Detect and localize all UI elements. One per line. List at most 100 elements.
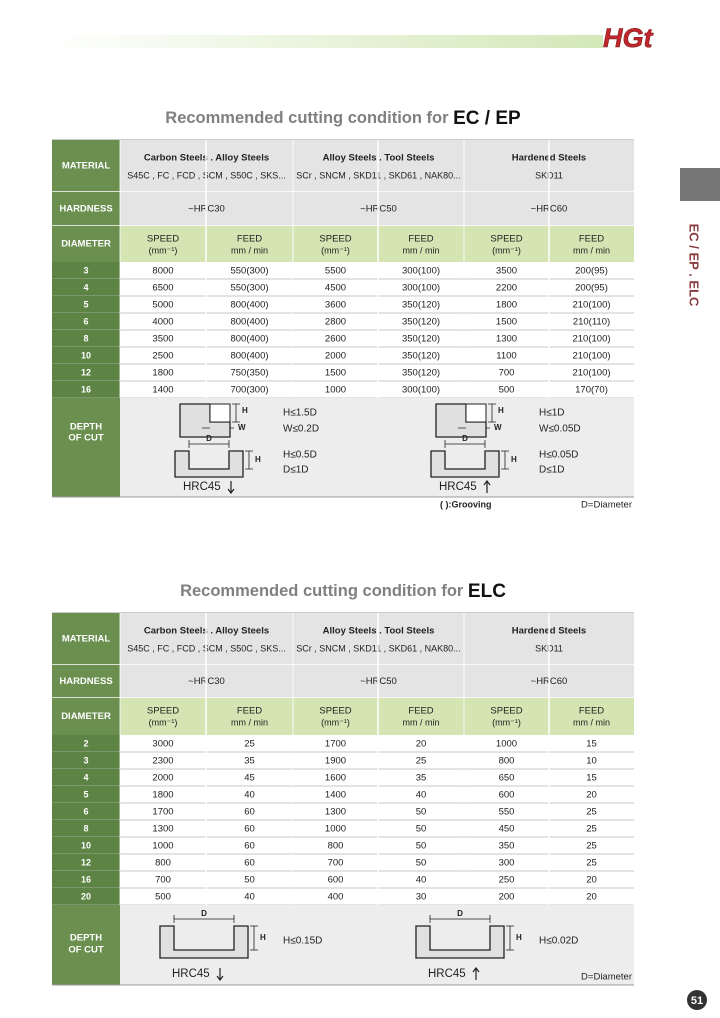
cell-text: H (511, 455, 517, 464)
cell-text: 2200 (496, 283, 517, 294)
cell-text: H (498, 406, 504, 415)
cell-text: 2300 (152, 756, 173, 767)
column-header-cell (120, 698, 206, 735)
cell-text: 20 (586, 875, 597, 886)
cell-text: 16 (81, 384, 91, 394)
cell-text: 20 (81, 891, 91, 901)
cell-text: mm / min (403, 717, 440, 727)
dimension (188, 440, 253, 470)
cell-text: 1800 (496, 300, 517, 311)
side-tab-label: EC / EP . ELC (687, 224, 702, 307)
cell-text: 25 (244, 739, 255, 750)
cell-text: 50 (416, 841, 427, 852)
diameter-cell (52, 769, 120, 786)
cell-text: 25 (416, 756, 427, 767)
label-cell (52, 226, 120, 262)
cell-text: W≤0.05D (539, 424, 581, 435)
cell-text: 1000 (325, 385, 346, 396)
cell-text: 50 (244, 875, 255, 886)
title-prefix: Recommended cutting condition for (180, 582, 464, 600)
cell-text: 2500 (152, 351, 173, 362)
cell-text: 800(400) (230, 317, 268, 328)
cell-text: 350(120) (402, 317, 440, 328)
diameter-cell (52, 820, 120, 837)
section-title: Recommended cutting condition for EC / E… (165, 108, 521, 129)
cell-text: 1300 (152, 824, 173, 835)
cell-text: 8 (83, 333, 88, 343)
cell-text: D≤1D (539, 465, 565, 476)
cell-text: mm / min (573, 245, 610, 255)
cell-text: 3500 (152, 334, 173, 345)
cell-text: 20 (586, 892, 597, 903)
cell-text: 8000 (152, 266, 173, 277)
label-cell (52, 698, 120, 735)
cell-text: SPEED (490, 234, 522, 245)
cell-text: OF CUT (68, 945, 104, 956)
page-number: 51 (691, 995, 703, 1007)
cell-text: 300 (499, 858, 515, 869)
cell-text: 210(100) (572, 334, 610, 345)
cell-text: 1800 (152, 368, 173, 379)
section-title: Recommended cutting condition for ELC (180, 581, 506, 602)
cell-text: 250 (499, 875, 515, 886)
cell-text: 25 (586, 841, 597, 852)
cell-text: FEED (237, 234, 262, 245)
cell-text: (mm⁻¹) (321, 717, 350, 727)
cell-text: W (238, 423, 246, 432)
cell-text: (mm⁻¹) (149, 245, 178, 255)
cell-text: mm / min (231, 717, 268, 727)
column-header-cell (378, 698, 464, 735)
cell-text: mm / min (403, 245, 440, 255)
cell-text: H (516, 933, 522, 942)
cell-text: 400 (328, 892, 344, 903)
cell-text: HRC45 (183, 481, 221, 493)
diameter-cell (52, 381, 120, 398)
arrow-icon (216, 968, 224, 981)
cell-text: 6500 (152, 283, 173, 294)
cell-text: 2600 (325, 334, 346, 345)
label-cell (52, 192, 120, 226)
cell-text: 1900 (325, 756, 346, 767)
cell-text: 16 (81, 874, 91, 884)
cell-text: SPEED (490, 706, 522, 717)
cell-text: FEED (408, 234, 433, 245)
cell-text: 210(110) (573, 317, 610, 328)
diameter-cell (52, 735, 120, 752)
cell-text: 1300 (496, 334, 517, 345)
label-cell (52, 905, 120, 985)
cell-text: 800 (499, 756, 515, 767)
groove-shape (415, 925, 505, 959)
diameter-cell (52, 871, 120, 888)
cell-text: 600 (328, 875, 344, 886)
cell-text: 800(400) (230, 351, 268, 362)
cell-text: 700(300) (230, 385, 268, 396)
logo: HGt (603, 23, 654, 53)
cell-text: DEPTH (70, 933, 102, 944)
groove-shape (174, 450, 244, 478)
cell-text: HRC45 (439, 481, 477, 493)
cell-text: 2000 (152, 773, 173, 784)
cell-text: 1800 (152, 790, 173, 801)
column-header-cell (206, 698, 293, 735)
cell-text: 50 (416, 858, 427, 869)
cell-text: 60 (244, 824, 255, 835)
cell-text: 60 (244, 807, 255, 818)
cell-text: 5 (83, 789, 88, 799)
cell-text: 3000 (152, 739, 173, 750)
label-cell (52, 140, 120, 192)
header-bar (48, 35, 603, 48)
diameter-cell (52, 279, 120, 296)
cell-text: 300(100) (402, 266, 440, 277)
cell-text: H≤1.5D (283, 408, 317, 419)
cell-text: (mm⁻¹) (321, 245, 350, 255)
cell-text: 45 (244, 773, 255, 784)
cell-text: HRC45 (172, 968, 210, 980)
column-header-cell (293, 698, 378, 735)
cell-text: 800(400) (230, 300, 268, 311)
cell-text: 15 (586, 739, 597, 750)
cell-text: 25 (586, 807, 597, 818)
cell-text: 700 (328, 858, 344, 869)
cell-text: SPEED (319, 706, 351, 717)
column-header-cell (378, 226, 464, 262)
